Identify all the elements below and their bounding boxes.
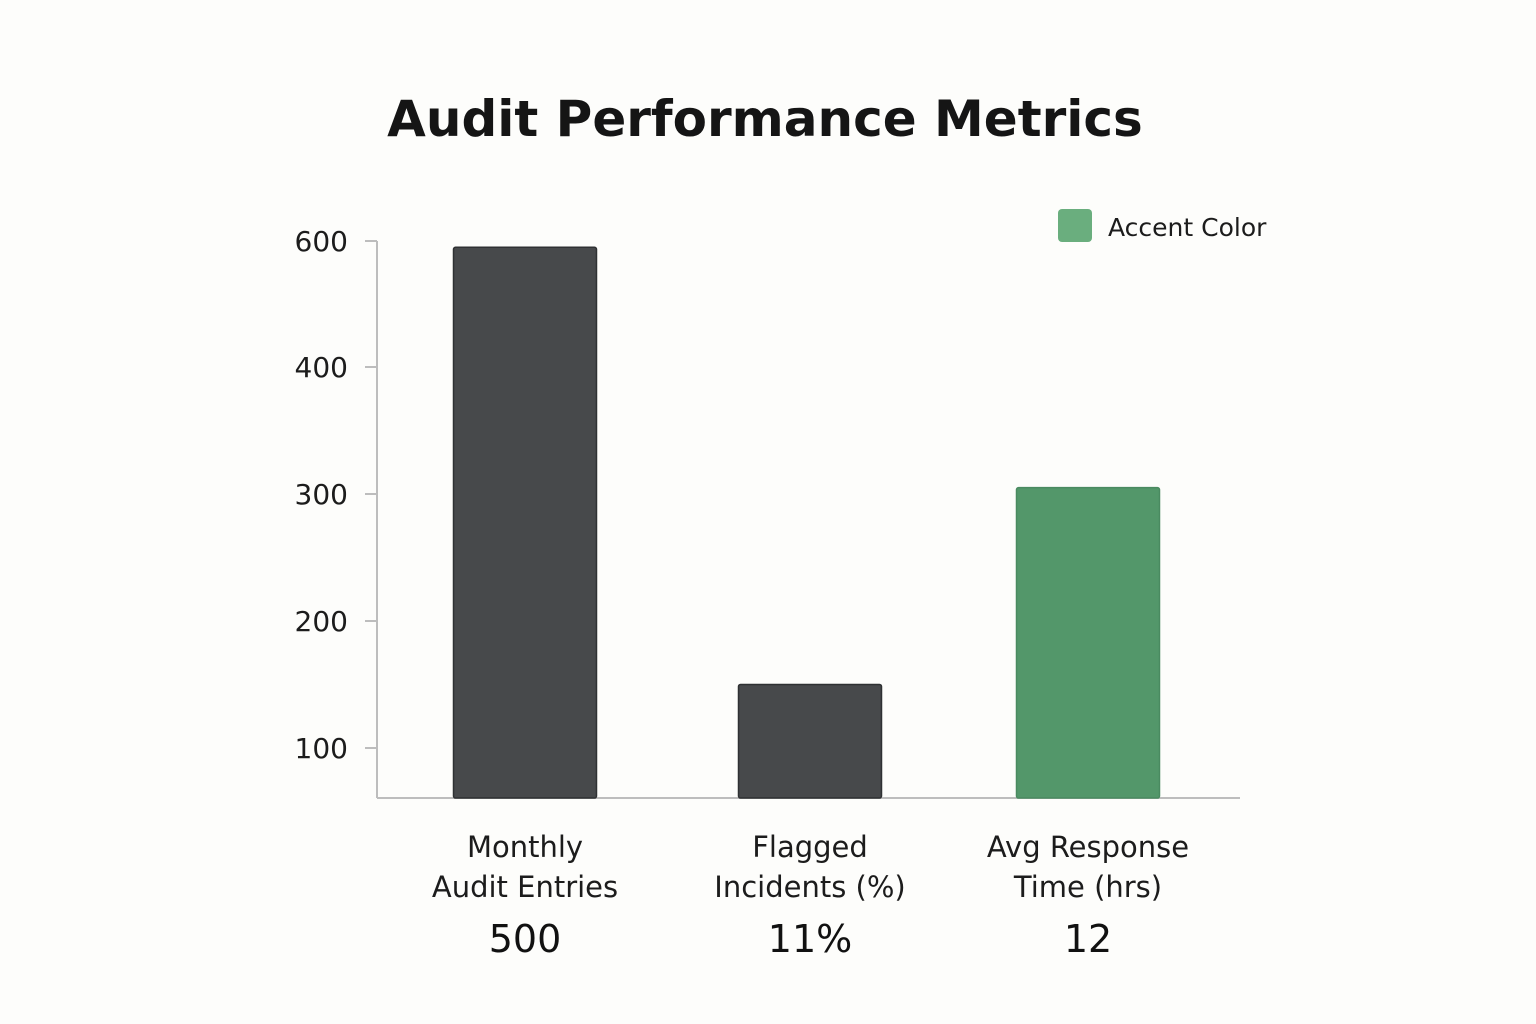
bar: [737, 683, 883, 799]
value-label: 500: [489, 917, 562, 961]
category-label: Avg Response: [987, 830, 1189, 864]
y-tick-label: 100: [295, 732, 348, 765]
value-label: 11%: [768, 917, 852, 961]
bar: [452, 246, 598, 799]
category-label: Time (hrs): [1013, 870, 1162, 904]
chart-title: Audit Performance Metrics: [387, 90, 1143, 148]
bar: [1015, 486, 1161, 799]
category-label: Incidents (%): [714, 870, 905, 904]
category-labels: Monthly Audit Entries Flagged Incidents (%)…: [432, 830, 1189, 904]
y-tick-label: 200: [295, 605, 348, 638]
y-tick-label: 300: [295, 478, 348, 511]
bars-group: [452, 246, 1161, 799]
category-label: Audit Entries: [432, 870, 618, 904]
y-tick-label: 600: [295, 225, 348, 258]
category-label: Flagged: [752, 830, 868, 864]
legend-label: Accent Color: [1108, 213, 1267, 242]
legend: Accent Color: [1058, 209, 1267, 242]
y-tick-label: 400: [295, 351, 348, 384]
category-label: Monthly: [467, 830, 583, 864]
value-labels: 500 11% 12: [489, 917, 1112, 961]
y-axis-ticks: 100 200 300 400 600: [295, 225, 377, 765]
legend-swatch: [1058, 209, 1092, 242]
value-label: 12: [1064, 917, 1112, 961]
